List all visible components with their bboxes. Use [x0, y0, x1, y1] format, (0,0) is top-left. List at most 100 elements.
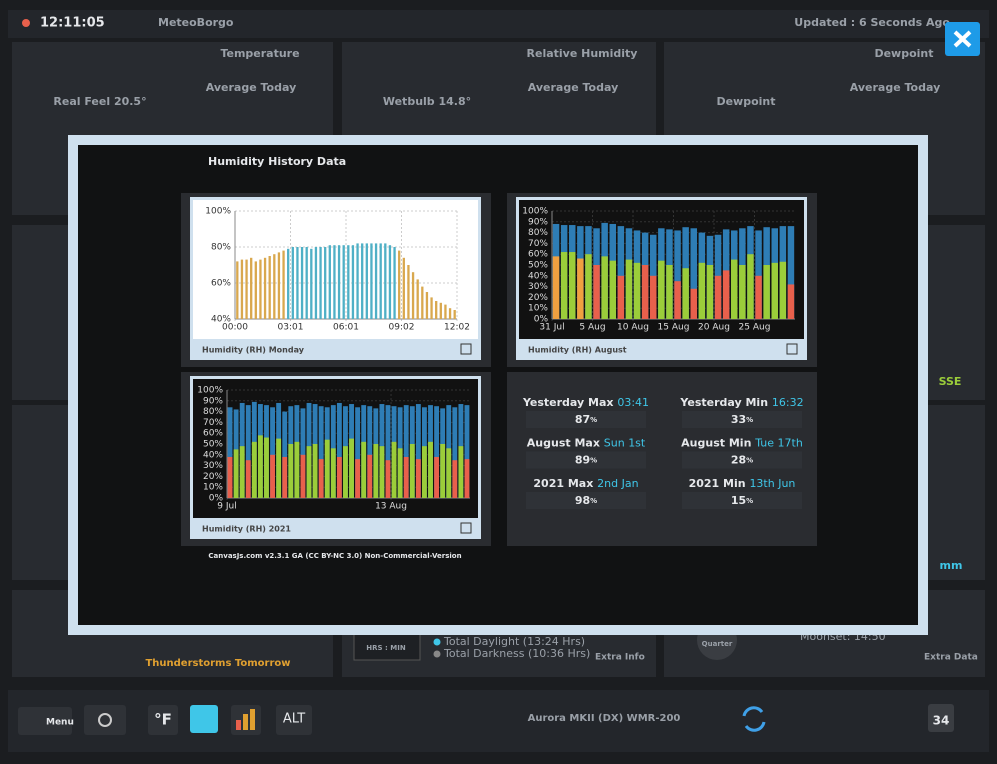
y-tick-label: 40% — [528, 271, 548, 281]
status-dot — [22, 19, 30, 27]
alt-button[interactable] — [276, 705, 312, 735]
bar — [251, 441, 257, 498]
y-tick-label: 90% — [528, 217, 548, 227]
bar — [264, 437, 269, 498]
stat-box — [526, 492, 646, 509]
clock: 12:11:05 — [40, 16, 105, 31]
bar — [300, 247, 304, 319]
bar — [287, 248, 290, 319]
legend-dot — [433, 638, 441, 646]
bar — [367, 454, 373, 498]
icon — [236, 720, 241, 730]
moon-phase: Quarter — [702, 640, 733, 648]
bar — [439, 302, 442, 319]
bar — [666, 265, 673, 319]
bar — [257, 435, 263, 498]
menu-label: Menu — [46, 718, 74, 728]
bar — [270, 454, 275, 498]
bar — [245, 259, 248, 319]
stat-when: 2nd Jan — [597, 477, 638, 490]
y-tick-label: 100% — [205, 207, 231, 217]
bar — [259, 259, 262, 319]
calendar[interactable] — [928, 704, 954, 732]
unit-button[interactable] — [148, 705, 178, 735]
bar — [333, 245, 336, 319]
bar — [674, 230, 681, 319]
bar — [384, 243, 387, 319]
bar — [373, 444, 379, 498]
stat-label: August Min Tue 17th — [681, 437, 803, 450]
theme-button[interactable] — [84, 705, 126, 735]
y-tick-label: 80% — [203, 407, 223, 417]
x-tick-label: 20 Aug — [698, 323, 730, 333]
x-tick-label: 15 Aug — [658, 323, 690, 333]
bar — [435, 301, 438, 319]
stat-box — [682, 411, 802, 428]
x-tick-label: 00:00 — [222, 323, 248, 333]
bar — [330, 448, 336, 498]
bar — [282, 456, 288, 498]
bar — [569, 252, 576, 319]
bar — [731, 259, 738, 319]
bar — [379, 446, 385, 498]
extra-info[interactable]: Extra Info — [595, 653, 645, 663]
expand-button[interactable] — [460, 343, 472, 355]
weather-button[interactable] — [190, 705, 218, 733]
footer: CanvasJs.com v2.3.1 GA (CC BY-NC 3.0) No… — [208, 552, 461, 560]
bar — [319, 247, 322, 319]
stat-number: 33 — [731, 413, 746, 426]
stat-label: Yesterday Max 03:41 — [522, 396, 649, 409]
bar — [658, 260, 665, 319]
average-label: Average Today — [206, 81, 297, 94]
bar — [342, 245, 345, 319]
bar — [328, 245, 331, 319]
icon — [243, 714, 248, 730]
stat-name: 2021 Min — [689, 477, 746, 490]
menu-button[interactable] — [18, 707, 72, 735]
stat-value: 98% — [575, 494, 597, 507]
expand-button[interactable] — [460, 522, 472, 534]
bar — [453, 310, 456, 319]
bar — [324, 439, 330, 498]
bar — [361, 441, 367, 498]
bar — [609, 260, 616, 319]
bar — [291, 247, 294, 319]
model: Aurora MKII (DX) WMR-200 — [528, 713, 681, 724]
bar — [397, 448, 403, 498]
expand-button[interactable] — [786, 343, 798, 355]
stat-box — [526, 411, 646, 428]
extra-data[interactable]: Extra Data — [924, 653, 978, 663]
bar — [236, 261, 239, 319]
bar — [755, 230, 762, 319]
stat-value: 28% — [731, 454, 753, 467]
bar — [585, 254, 592, 319]
y-tick-label: 80% — [211, 243, 231, 253]
bar — [385, 405, 391, 498]
bar — [458, 446, 464, 498]
bar — [617, 275, 625, 319]
stat-number: 98 — [575, 494, 590, 507]
bar — [273, 254, 276, 319]
stat-label: Yesterday Min 16:32 — [679, 396, 803, 409]
bar — [452, 407, 458, 498]
bar — [771, 262, 778, 319]
stat-name: Yesterday Min — [679, 396, 768, 409]
stat-number: 28 — [731, 454, 746, 467]
refresh[interactable] — [742, 706, 766, 732]
bar — [682, 268, 689, 319]
x-tick-label: 09:02 — [389, 323, 415, 333]
calendar-day: 34 — [933, 714, 950, 728]
y-tick-label: 50% — [203, 440, 223, 450]
average-label: Average Today — [850, 81, 941, 94]
y-tick-label: 60% — [203, 429, 223, 439]
bar — [415, 404, 421, 498]
stat-when: 13th Jun — [749, 477, 795, 490]
y-tick-label: 70% — [203, 418, 223, 428]
bar — [294, 441, 300, 498]
bar — [250, 257, 253, 319]
stat-value: 87% — [575, 413, 597, 426]
bar — [277, 252, 281, 319]
stat-name: Yesterday Max — [522, 396, 614, 409]
bar — [351, 245, 355, 319]
y-tick-label: 80% — [528, 228, 548, 238]
